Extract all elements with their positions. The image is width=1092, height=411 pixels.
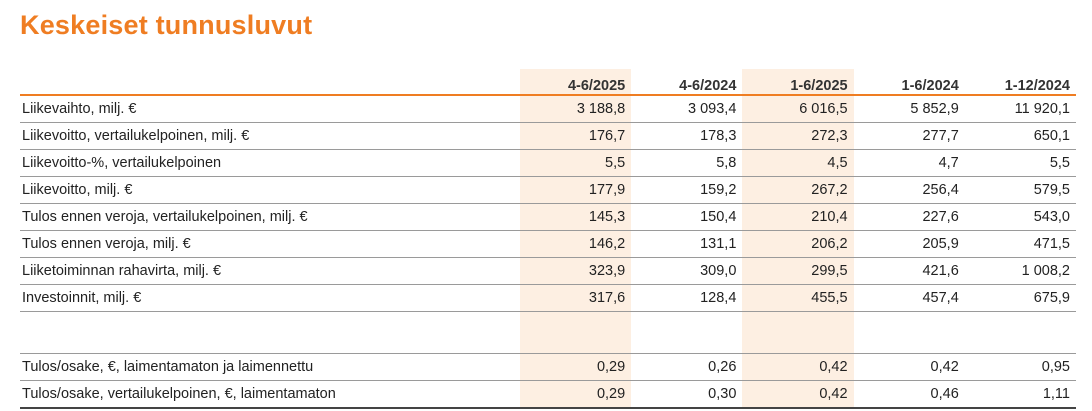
table-cell: 5,5 bbox=[964, 149, 1076, 177]
row-label: Liikevoitto, milj. € bbox=[20, 176, 521, 204]
table-cell: 146,2 bbox=[520, 230, 632, 258]
table-cell: 178,3 bbox=[631, 122, 743, 150]
column-header: 4-6/2025 bbox=[520, 69, 632, 96]
header-label-cell bbox=[20, 69, 521, 96]
table-row: Tulos/osake, €, laimentamaton ja laimenn… bbox=[20, 353, 1076, 381]
table-cell: 6 016,5 bbox=[742, 95, 854, 123]
table-cell: 0,26 bbox=[631, 353, 743, 381]
table-cell: 5 852,9 bbox=[853, 95, 965, 123]
row-label: Liikevaihto, milj. € bbox=[20, 95, 521, 123]
table-cell: 0,29 bbox=[520, 380, 632, 409]
table-row: Liikevaihto, milj. € 3 188,8 3 093,4 6 0… bbox=[20, 95, 1076, 123]
table-row: Liikevoitto, vertailukelpoinen, milj. € … bbox=[20, 122, 1076, 150]
table-cell: 277,7 bbox=[853, 122, 965, 150]
table-row: Investoinnit, milj. € 317,6 128,4 455,5 … bbox=[20, 284, 1076, 312]
table-cell: 3 188,8 bbox=[520, 95, 632, 123]
spacer-cell bbox=[631, 311, 743, 354]
row-label: Liikevoitto-%, vertailukelpoinen bbox=[20, 149, 521, 177]
row-label: Liikevoitto, vertailukelpoinen, milj. € bbox=[20, 122, 521, 150]
table-cell: 309,0 bbox=[631, 257, 743, 285]
table-cell: 0,42 bbox=[742, 353, 854, 381]
header-row: 4-6/2025 4-6/2024 1-6/2025 1-6/2024 1-12… bbox=[20, 69, 1076, 96]
table-cell: 457,4 bbox=[853, 284, 965, 312]
table-cell: 4,5 bbox=[742, 149, 854, 177]
table-row: Tulos/osake, vertailukelpoinen, €, laime… bbox=[20, 380, 1076, 409]
table-cell: 579,5 bbox=[964, 176, 1076, 204]
table-cell: 0,95 bbox=[964, 353, 1076, 381]
table-cell: 256,4 bbox=[853, 176, 965, 204]
table-cell: 543,0 bbox=[964, 203, 1076, 231]
spacer-cell bbox=[520, 311, 632, 354]
row-label: Tulos/osake, €, laimentamaton ja laimenn… bbox=[20, 353, 521, 381]
table-cell: 3 093,4 bbox=[631, 95, 743, 123]
table-cell: 176,7 bbox=[520, 122, 632, 150]
table-cell: 4,7 bbox=[853, 149, 965, 177]
table-cell: 5,8 bbox=[631, 149, 743, 177]
row-label: Investoinnit, milj. € bbox=[20, 284, 521, 312]
row-label: Tulos/osake, vertailukelpoinen, €, laime… bbox=[20, 380, 521, 409]
table-cell: 0,42 bbox=[853, 353, 965, 381]
table-cell: 0,46 bbox=[853, 380, 965, 409]
table-cell: 299,5 bbox=[742, 257, 854, 285]
table-cell: 272,3 bbox=[742, 122, 854, 150]
table-cell: 131,1 bbox=[631, 230, 743, 258]
table-cell: 206,2 bbox=[742, 230, 854, 258]
row-label: Liiketoiminnan rahavirta, milj. € bbox=[20, 257, 521, 285]
spacer-cell bbox=[964, 311, 1076, 354]
table-cell: 159,2 bbox=[631, 176, 743, 204]
row-label: Tulos ennen veroja, milj. € bbox=[20, 230, 521, 258]
table-row: Liiketoiminnan rahavirta, milj. € 323,9 … bbox=[20, 257, 1076, 285]
table-cell: 11 920,1 bbox=[964, 95, 1076, 123]
table-cell: 323,9 bbox=[520, 257, 632, 285]
table-cell: 227,6 bbox=[853, 203, 965, 231]
table-cell: 205,9 bbox=[853, 230, 965, 258]
spacer-cell bbox=[853, 311, 965, 354]
table-cell: 0,29 bbox=[520, 353, 632, 381]
table-cell: 675,9 bbox=[964, 284, 1076, 312]
table-cell: 455,5 bbox=[742, 284, 854, 312]
table-cell: 210,4 bbox=[742, 203, 854, 231]
spacer-row bbox=[20, 311, 1076, 354]
table-cell: 150,4 bbox=[631, 203, 743, 231]
table-cell: 128,4 bbox=[631, 284, 743, 312]
table-row: Tulos ennen veroja, milj. € 146,2 131,1 … bbox=[20, 230, 1076, 258]
column-header: 1-12/2024 bbox=[964, 69, 1076, 96]
spacer-cell bbox=[742, 311, 854, 354]
key-figures-table: 4-6/2025 4-6/2024 1-6/2025 1-6/2024 1-12… bbox=[20, 69, 1076, 409]
table-cell: 1,11 bbox=[964, 380, 1076, 409]
table-cell: 650,1 bbox=[964, 122, 1076, 150]
table-row: Liikevoitto-%, vertailukelpoinen 5,5 5,8… bbox=[20, 149, 1076, 177]
table-cell: 5,5 bbox=[520, 149, 632, 177]
table-cell: 267,2 bbox=[742, 176, 854, 204]
table-cell: 1 008,2 bbox=[964, 257, 1076, 285]
column-header: 4-6/2024 bbox=[631, 69, 743, 96]
column-header: 1-6/2025 bbox=[742, 69, 854, 96]
table-cell: 145,3 bbox=[520, 203, 632, 231]
table-row: Liikevoitto, milj. € 177,9 159,2 267,2 2… bbox=[20, 176, 1076, 204]
spacer-cell bbox=[20, 311, 521, 354]
page-title: Keskeiset tunnusluvut bbox=[20, 10, 313, 40]
table-cell: 177,9 bbox=[520, 176, 632, 204]
table-cell: 317,6 bbox=[520, 284, 632, 312]
column-header: 1-6/2024 bbox=[853, 69, 965, 96]
table-cell: 471,5 bbox=[964, 230, 1076, 258]
row-label: Tulos ennen veroja, vertailukelpoinen, m… bbox=[20, 203, 521, 231]
table-cell: 421,6 bbox=[853, 257, 965, 285]
table-cell: 0,30 bbox=[631, 380, 743, 409]
table-cell: 0,42 bbox=[742, 380, 854, 409]
table-row: Tulos ennen veroja, vertailukelpoinen, m… bbox=[20, 203, 1076, 231]
